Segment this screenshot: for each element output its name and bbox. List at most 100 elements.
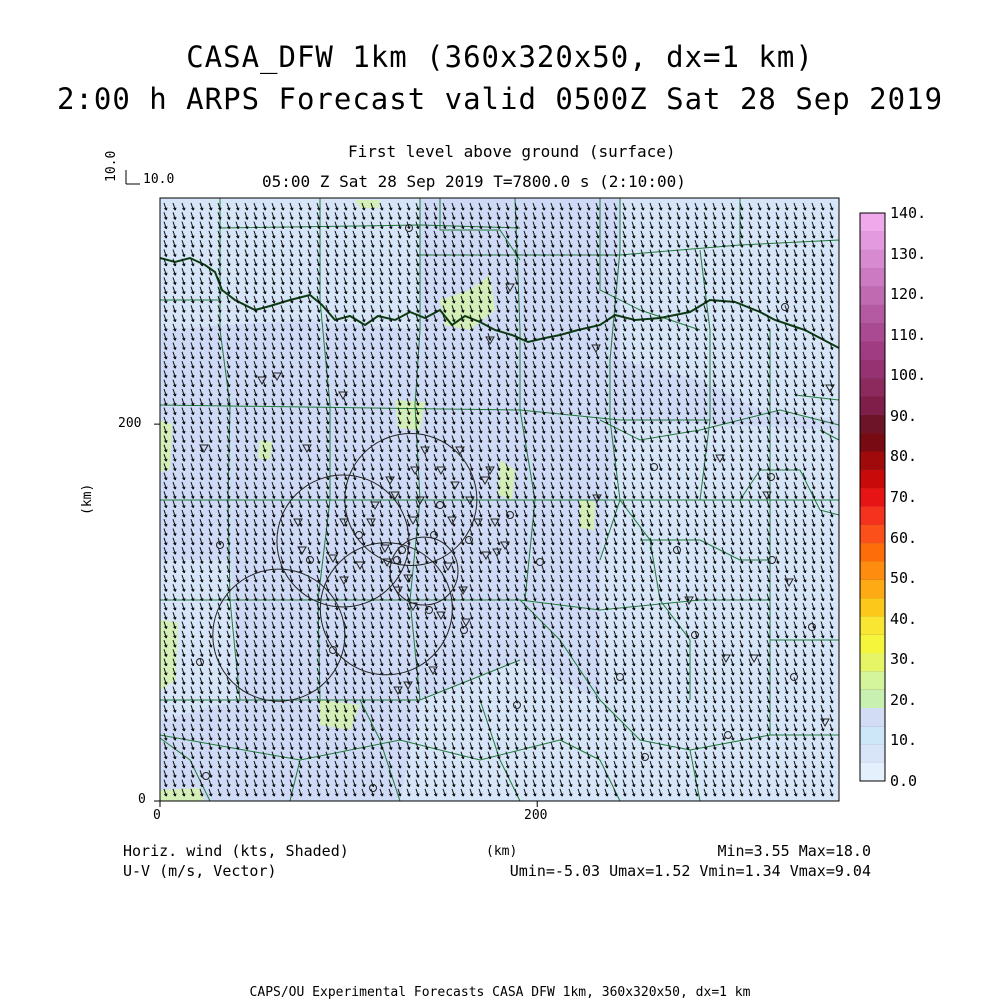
county-boundary xyxy=(160,737,211,801)
station-triangle xyxy=(408,516,418,526)
county-boundary xyxy=(219,224,521,229)
station-triangle xyxy=(339,576,349,586)
station-circle xyxy=(724,731,732,739)
station-circle xyxy=(405,224,413,232)
station-triangle xyxy=(715,454,725,464)
station-triangle xyxy=(684,596,694,606)
county-boundary xyxy=(559,739,621,801)
y-tick-label-200: 200 xyxy=(118,416,142,431)
wind-vectors xyxy=(163,202,834,797)
station-triangle xyxy=(380,544,390,554)
station-circle xyxy=(790,673,798,681)
county-boundary xyxy=(359,699,401,801)
station-circle xyxy=(616,673,624,681)
station-triangle xyxy=(436,611,446,621)
station-circle xyxy=(460,626,468,634)
county-boundary xyxy=(599,198,621,561)
colorbar-swatch xyxy=(860,341,885,360)
station-triangle xyxy=(784,578,794,588)
y-tick-label-0: 0 xyxy=(138,792,146,807)
station-triangle xyxy=(820,718,830,728)
valid-time: 05:00 Z Sat 28 Sep 2019 T=7800.0 s (2:10… xyxy=(262,172,686,191)
colorbar-swatch xyxy=(860,249,885,269)
colorbar-swatch xyxy=(860,322,885,342)
title-line-2: 2:00 h ARPS Forecast valid 0500Z Sat 28 … xyxy=(56,82,944,116)
station-triangle xyxy=(390,491,400,501)
colorbar-label: 70. xyxy=(890,488,918,506)
colorbar-swatch xyxy=(860,304,885,324)
colorbar xyxy=(860,212,885,782)
county-boundary xyxy=(689,749,701,801)
station-circle xyxy=(436,501,444,509)
station-triangle xyxy=(370,501,380,511)
station-triangle xyxy=(403,574,413,584)
green-fill-region xyxy=(440,275,495,330)
station-circle xyxy=(673,546,681,554)
station-triangle xyxy=(825,384,835,394)
county-boundary xyxy=(739,469,839,516)
station-circle xyxy=(781,303,789,311)
colorbar-swatch xyxy=(860,726,885,745)
colorbar-label: 10. xyxy=(890,731,918,750)
station-circle xyxy=(369,784,377,792)
colorbar-label: 60. xyxy=(890,528,918,547)
radar-range-ring xyxy=(212,568,346,702)
green-fill-region xyxy=(320,700,360,730)
county-boundary xyxy=(439,198,521,261)
annotation-right-1: Min=3.55 Max=18.0 xyxy=(717,842,871,860)
station-triangle xyxy=(443,562,453,572)
station-triangle xyxy=(500,541,510,551)
ref-vector-vertical-label: 10.0 xyxy=(104,150,119,182)
annotation-left-2: U-V (m/s, Vector) xyxy=(123,862,277,880)
green-fill-region xyxy=(160,420,172,472)
colorbar-swatch xyxy=(860,359,885,379)
colorbar-label: 100. xyxy=(890,366,927,385)
station-triangle xyxy=(490,518,500,528)
station-triangle xyxy=(447,516,457,526)
green-fill-region xyxy=(498,460,515,500)
station-triangle xyxy=(410,466,420,476)
county-boundary xyxy=(519,599,839,751)
title-line-1: CASA_DFW 1km (360x320x50, dx=1 km) xyxy=(186,40,814,74)
station-triangle xyxy=(382,558,392,568)
ref-vector-horizontal-label: 10.0 xyxy=(143,172,175,187)
station-triangle xyxy=(436,466,446,476)
colorbar-swatch xyxy=(860,762,885,782)
station-triangle xyxy=(338,391,348,401)
fill-region xyxy=(620,198,839,420)
station-triangle xyxy=(257,376,267,386)
station-circle xyxy=(506,511,514,519)
colorbar-swatch xyxy=(860,213,885,232)
colorbar-swatch xyxy=(860,671,885,690)
map-frame xyxy=(159,197,840,802)
colorbar-label: 50. xyxy=(890,569,918,588)
colorbar-swatch xyxy=(860,267,885,287)
county-boundary xyxy=(409,198,421,701)
colorbar-label: 0.0 xyxy=(890,772,918,790)
colorbar-swatch xyxy=(860,561,885,580)
county-boundary xyxy=(640,539,770,561)
station-triangle xyxy=(355,561,365,571)
x-axis-label: (km) xyxy=(486,844,518,859)
county-boundary xyxy=(599,409,839,441)
footer: CAPS/OU Experimental Forecasts CASA DFW … xyxy=(249,985,751,1000)
x-tick-label-200: 200 xyxy=(524,808,548,823)
colorbar-frame xyxy=(859,212,886,782)
annotation-left-1: Horiz. wind (kts, Shaded) xyxy=(123,842,349,860)
colorbar-swatch xyxy=(860,579,885,599)
station-triangle xyxy=(293,518,303,528)
station-circle xyxy=(513,701,521,709)
colorbar-swatch xyxy=(860,634,885,654)
station-triangle xyxy=(505,283,515,293)
colorbar-swatch xyxy=(860,744,885,763)
station-circle xyxy=(536,558,544,566)
station-circle xyxy=(767,473,775,481)
colorbar-swatch xyxy=(860,231,885,250)
radar-range-ring xyxy=(319,542,453,676)
station-triangle xyxy=(481,551,491,561)
colorbar-label: 140. xyxy=(890,204,927,222)
county-boundary xyxy=(479,699,521,801)
station-triangle xyxy=(385,476,395,486)
station-triangle xyxy=(458,586,468,596)
station-circle xyxy=(202,772,210,780)
